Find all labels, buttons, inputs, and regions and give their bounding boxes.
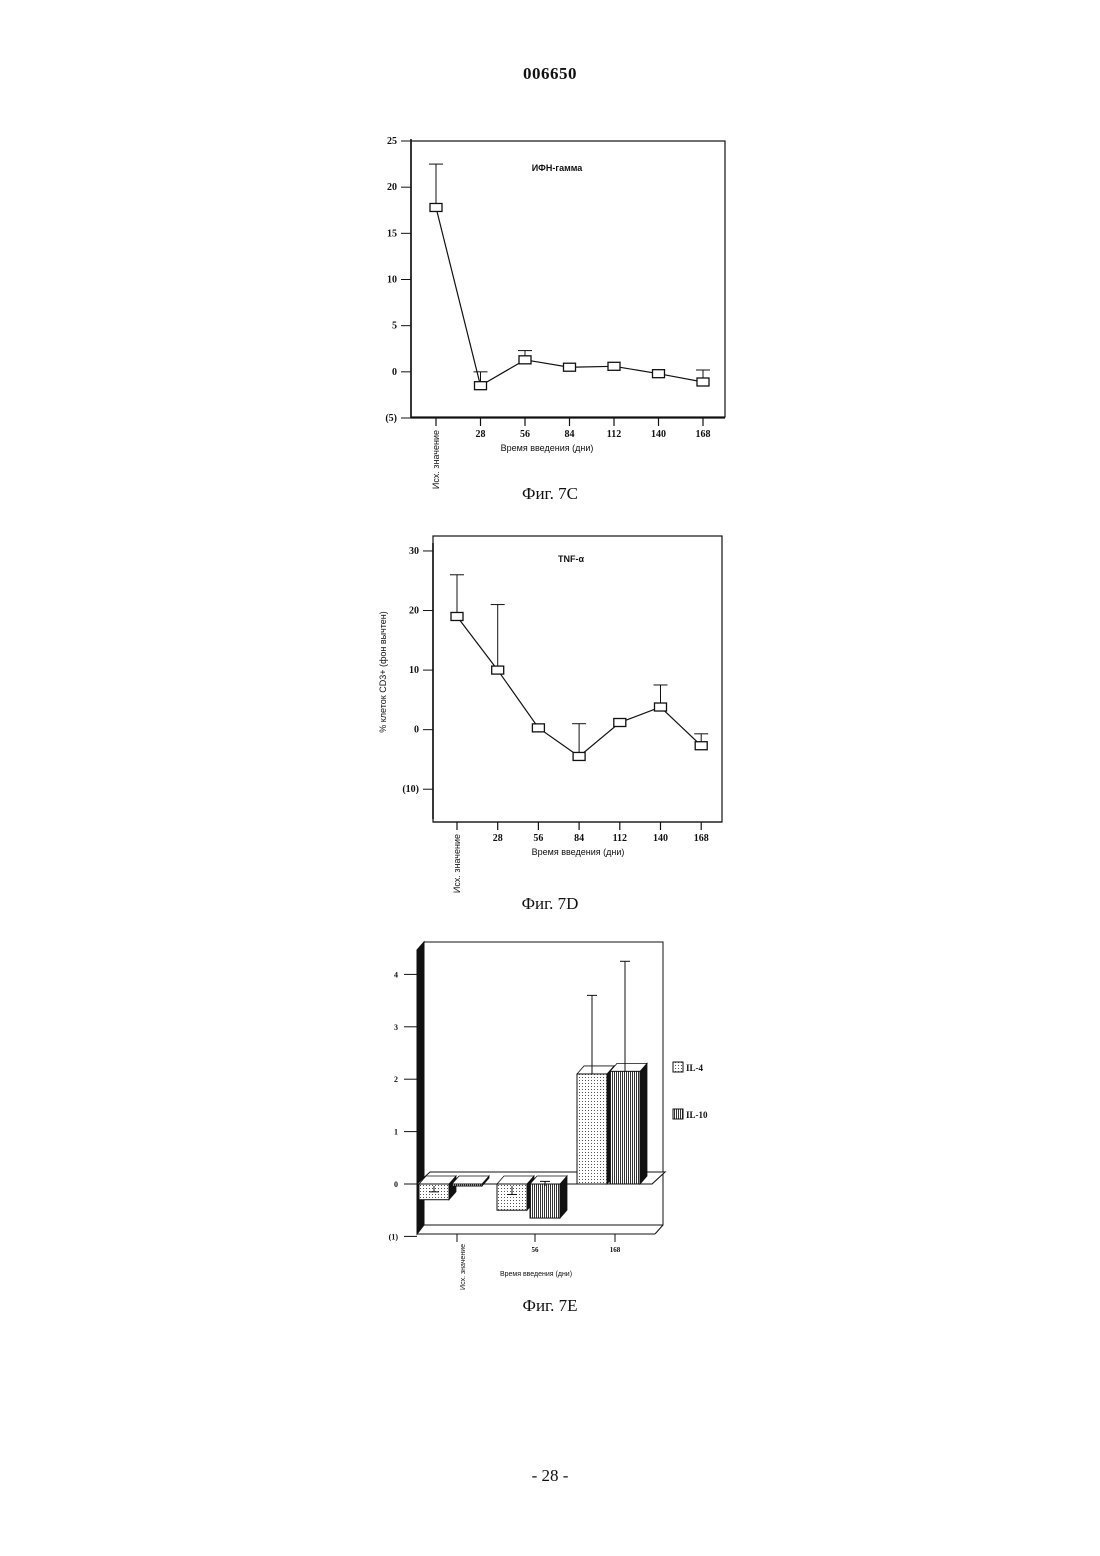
y-tick-label: 3 bbox=[394, 1023, 398, 1032]
bar-top bbox=[610, 1063, 647, 1071]
page-number: - 28 - bbox=[0, 1466, 1100, 1486]
bar-top bbox=[530, 1176, 567, 1184]
x-tick-label: Исх. значение bbox=[460, 1244, 467, 1290]
legend-label: IL-10 bbox=[686, 1110, 708, 1120]
y-tick-label: 1 bbox=[394, 1128, 398, 1137]
legend-swatch bbox=[673, 1062, 683, 1072]
legend-label: IL-4 bbox=[686, 1063, 704, 1073]
x-tick-label: 56 bbox=[532, 1246, 540, 1254]
bar bbox=[577, 1074, 607, 1184]
y-tick-label: 4 bbox=[394, 970, 398, 979]
legend-swatch bbox=[673, 1109, 683, 1119]
bar bbox=[452, 1184, 482, 1186]
bar bbox=[530, 1184, 560, 1218]
bar-top bbox=[419, 1176, 456, 1184]
y-tick-label: (1) bbox=[389, 1232, 399, 1241]
x-axis-depth bbox=[655, 1225, 663, 1234]
x-tick-label: 168 bbox=[610, 1246, 621, 1254]
bar-side bbox=[640, 1063, 647, 1184]
bar bbox=[610, 1071, 640, 1184]
bar-top bbox=[577, 1066, 614, 1074]
y-tick-label: 2 bbox=[394, 1075, 398, 1084]
y-tick-label: 0 bbox=[394, 1180, 398, 1189]
bar-top bbox=[497, 1176, 534, 1184]
x-axis-title: Время введения (дни) bbox=[500, 1271, 572, 1278]
bar-top bbox=[452, 1176, 489, 1184]
figure-caption-7e: Фиг. 7E bbox=[0, 1296, 1100, 1316]
